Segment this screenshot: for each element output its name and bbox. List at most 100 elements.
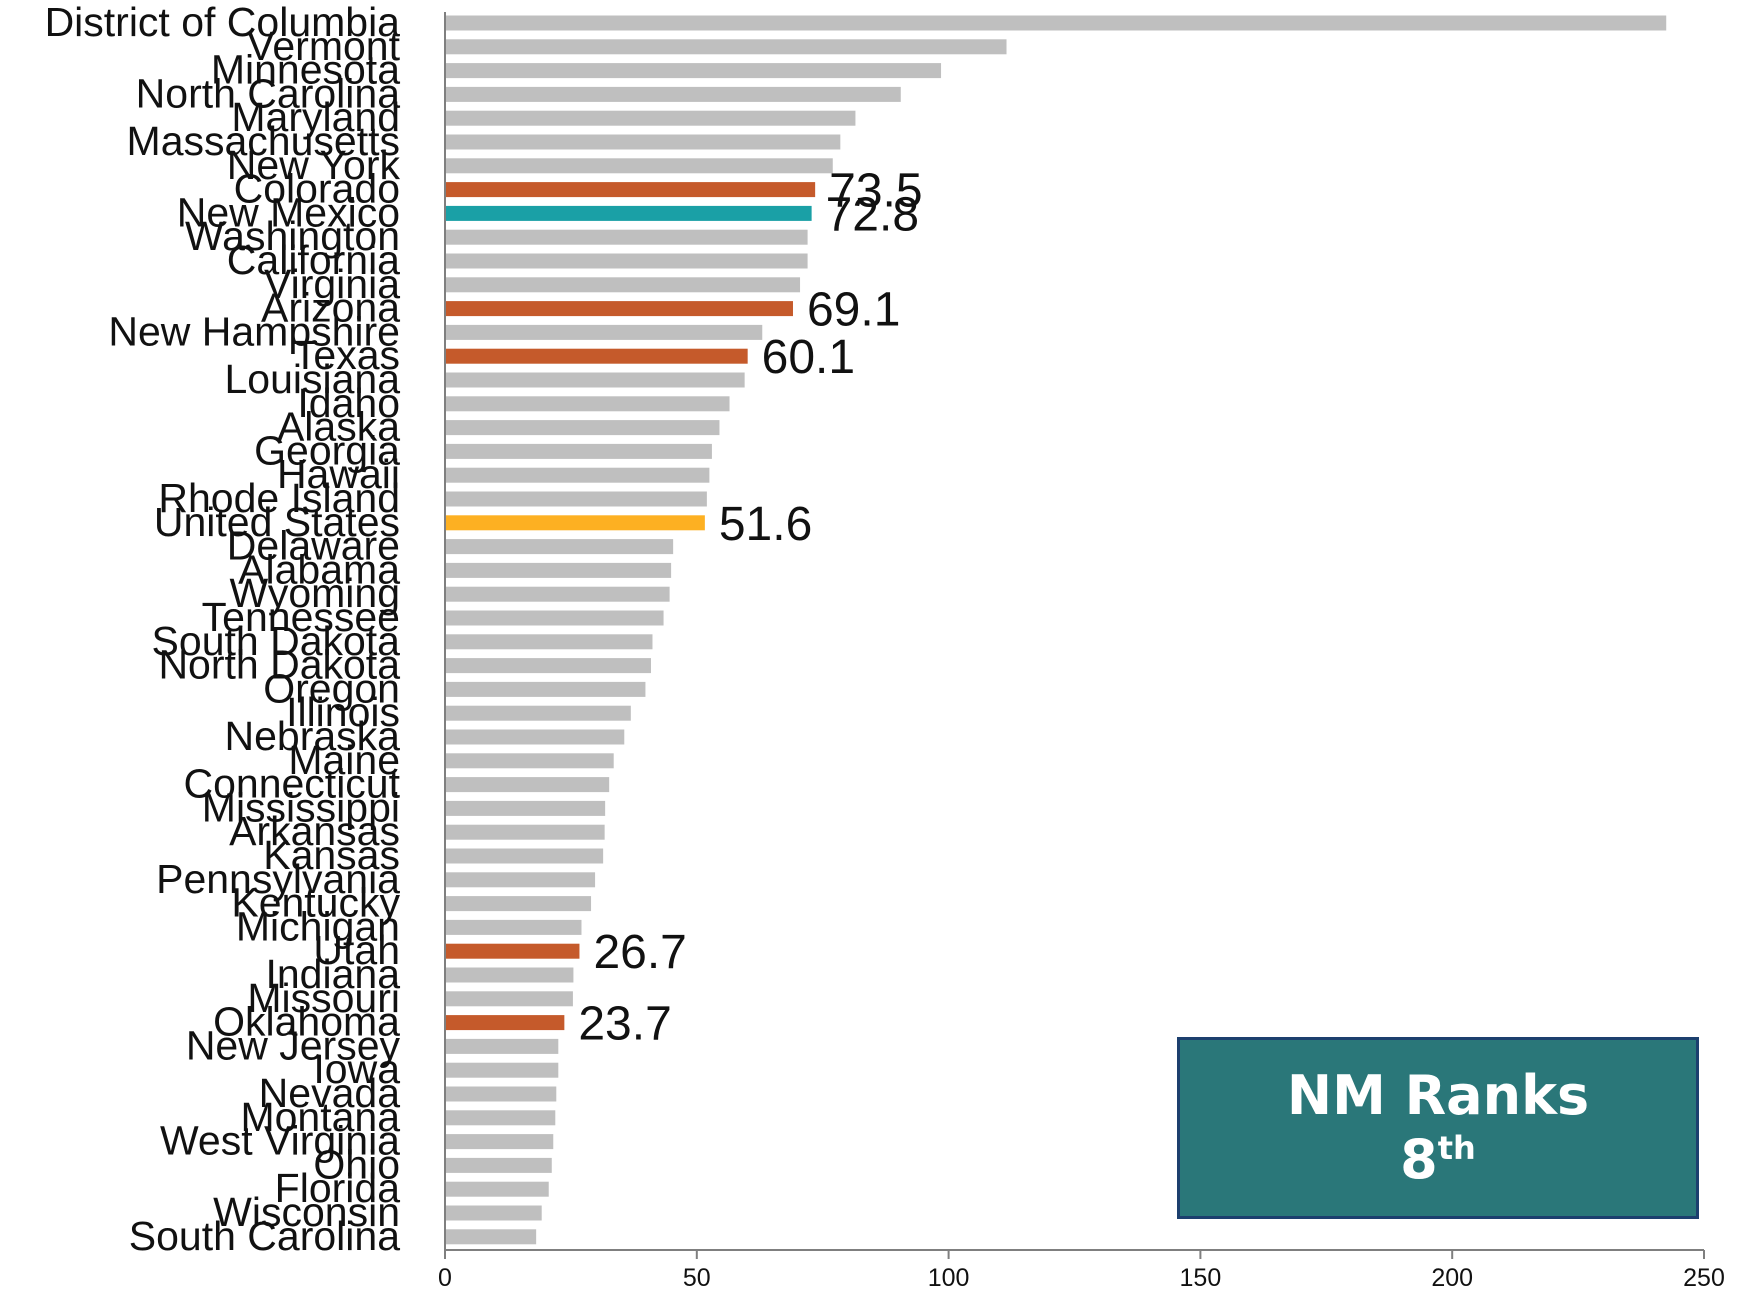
category-label-maryland: Maryland	[231, 94, 400, 140]
x-tick-label-50: 50	[683, 1264, 711, 1292]
rank-suffix: th	[1437, 1129, 1476, 1167]
bar-rhode-island	[445, 491, 707, 507]
category-label-idaho: Idaho	[297, 380, 400, 426]
x-tick-label-150: 150	[1180, 1264, 1222, 1292]
bar-pennsylvania	[445, 872, 596, 888]
axes-group: 0 50 100 150 200 250	[438, 12, 1725, 1292]
bar-united-states	[445, 515, 705, 531]
bar-oklahoma	[445, 1015, 565, 1031]
bar-north-carolina	[445, 86, 901, 102]
category-label-wisconsin: Wisconsin	[213, 1189, 400, 1235]
x-tick-label-250: 250	[1683, 1264, 1725, 1292]
category-label-massachusetts: Massachusetts	[127, 118, 400, 164]
x-tick-label-0: 0	[438, 1264, 452, 1292]
category-label-delaware: Delaware	[227, 523, 400, 569]
bar-west-virginia	[445, 1134, 554, 1150]
category-label-minnesota: Minnesota	[211, 47, 400, 93]
bar-kansas	[445, 848, 604, 864]
category-label-connecticut: Connecticut	[183, 761, 400, 807]
category-label-north-dakota: North Dakota	[158, 642, 400, 688]
bar-louisiana	[445, 372, 745, 388]
category-label-illinois: Illinois	[286, 689, 400, 735]
bar-washington	[445, 229, 808, 245]
data-label-new-mexico: 72.8	[826, 188, 919, 241]
bar-delaware	[445, 539, 674, 555]
bar-new-hampshire	[445, 324, 763, 340]
category-label-michigan: Michigan	[236, 903, 400, 949]
bar-california	[445, 253, 808, 269]
bar-new-mexico	[445, 205, 812, 221]
category-label-tennessee: Tennessee	[202, 594, 400, 640]
category-label-ohio: Ohio	[313, 1141, 400, 1187]
bar-alabama	[445, 562, 672, 578]
bar-montana	[445, 1110, 556, 1126]
bar-tennessee	[445, 610, 664, 626]
data-labels-group: 73.572.8 69.160.1 51.6 26.7 23.7	[578, 165, 922, 1051]
bar-minnesota	[445, 63, 942, 79]
x-tick-label-200: 200	[1431, 1264, 1473, 1292]
category-label-new-mexico: New Mexico	[177, 189, 400, 235]
bar-arkansas	[445, 824, 605, 840]
data-label-united-states: 51.6	[719, 498, 812, 551]
category-label-oregon: Oregon	[263, 665, 400, 711]
bar-virginia	[445, 277, 801, 293]
category-label-california: California	[227, 237, 400, 283]
category-label-mississippi: Mississippi	[202, 784, 400, 830]
bar-michigan	[445, 919, 582, 935]
category-label-alaska: Alaska	[277, 404, 400, 450]
category-label-virginia: Virginia	[264, 261, 400, 307]
category-label-kansas: Kansas	[263, 832, 400, 878]
bar-kentucky	[445, 896, 592, 912]
bar-colorado	[445, 182, 816, 198]
bar-texas	[445, 348, 748, 364]
category-label-hawaii: Hawaii	[277, 451, 400, 497]
category-label-utah: Utah	[313, 927, 400, 973]
category-label-indiana: Indiana	[265, 951, 400, 997]
x-tick-label-100: 100	[928, 1264, 970, 1292]
category-label-georgia: Georgia	[254, 427, 400, 473]
category-label-vermont: Vermont	[247, 23, 400, 69]
category-label-colorado: Colorado	[234, 166, 400, 212]
bar-florida	[445, 1181, 549, 1197]
category-label-north-carolina: North Carolina	[136, 70, 401, 116]
bar-missouri	[445, 991, 573, 1007]
bar-idaho	[445, 396, 730, 412]
bar-massachusetts	[445, 134, 841, 150]
category-label-south-dakota: South Dakota	[152, 618, 401, 664]
category-label-maine: Maine	[288, 737, 400, 783]
bar-connecticut	[445, 777, 610, 793]
data-label-oklahoma: 23.7	[578, 998, 671, 1051]
category-label-missouri: Missouri	[247, 975, 400, 1021]
category-label-alabama: Alabama	[238, 546, 400, 592]
bar-nevada	[445, 1086, 557, 1102]
bars-group	[445, 15, 1667, 1245]
rank-number: 8	[1400, 1128, 1438, 1191]
bar-south-carolina	[445, 1229, 537, 1245]
bar-vermont	[445, 39, 1007, 55]
bar-ohio	[445, 1157, 552, 1173]
category-label-new-hampshire: New Hampshire	[108, 308, 400, 354]
bar-oregon	[445, 681, 646, 697]
category-label-wyoming: Wyoming	[229, 570, 400, 616]
category-label-arkansas: Arkansas	[229, 808, 400, 854]
category-label-west-virginia: West Virginia	[160, 1118, 400, 1164]
category-label-kentucky: Kentucky	[231, 880, 400, 926]
category-label-florida: Florida	[275, 1165, 401, 1211]
bar-south-dakota	[445, 634, 653, 650]
category-label-nebraska: Nebraska	[225, 713, 401, 759]
category-label-new-york: New York	[227, 142, 401, 188]
category-label-nevada: Nevada	[259, 1070, 401, 1116]
bar-utah	[445, 943, 580, 959]
bar-iowa	[445, 1062, 559, 1078]
category-label-louisiana: Louisiana	[224, 356, 400, 402]
category-label-pennsylvania: Pennsylvania	[156, 856, 400, 902]
bar-arizona	[445, 301, 793, 317]
category-label-new-jersey: New Jersey	[186, 1022, 401, 1068]
bar-alaska	[445, 420, 720, 436]
bar-hawaii	[445, 467, 710, 483]
category-label-washington: Washington	[185, 213, 400, 259]
bar-wisconsin	[445, 1205, 542, 1221]
category-label-arizona: Arizona	[261, 285, 400, 331]
category-label-south-carolina: South Carolina	[129, 1213, 400, 1259]
bar-maine	[445, 753, 614, 769]
